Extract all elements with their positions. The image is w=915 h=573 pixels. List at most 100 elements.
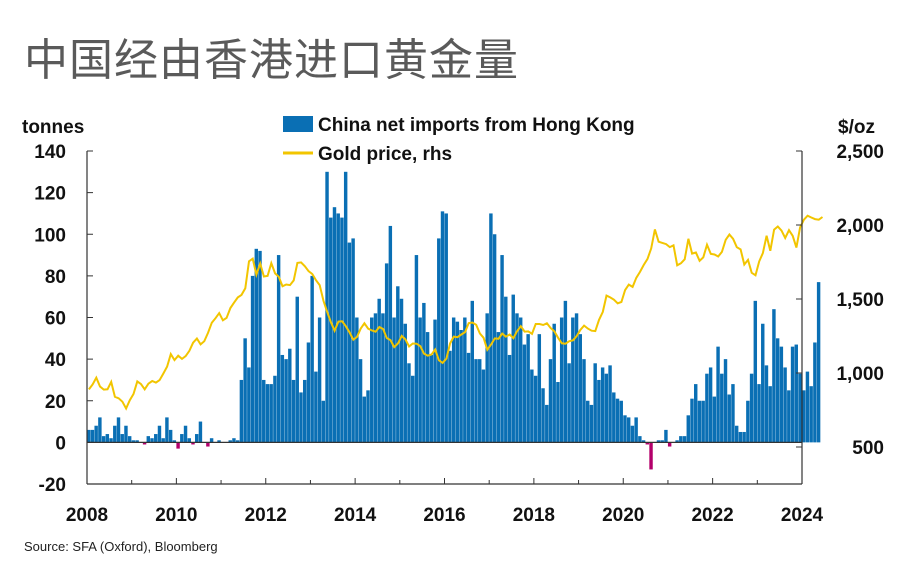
bar [772, 309, 776, 443]
bar [600, 367, 605, 443]
bar [753, 300, 758, 443]
bar [321, 400, 326, 443]
bar [451, 317, 456, 443]
bar [645, 442, 650, 445]
bar [250, 275, 255, 443]
bar [764, 365, 769, 443]
bar [794, 344, 798, 443]
left-tick-label: -20 [39, 475, 66, 496]
bar [738, 431, 743, 443]
bar [697, 400, 702, 443]
bar [131, 440, 136, 443]
x-tick-label: 2024 [781, 505, 824, 526]
bar [667, 442, 672, 447]
bar [437, 238, 441, 443]
bar [87, 429, 91, 443]
bar [98, 417, 102, 443]
bar [276, 255, 281, 443]
bar [515, 313, 519, 443]
bar [720, 373, 724, 443]
bar [675, 440, 679, 443]
bar [288, 348, 292, 443]
bar [228, 440, 232, 443]
bar [448, 350, 452, 443]
left-axis-unit: tonnes [22, 117, 84, 138]
bar [597, 379, 601, 443]
bar [269, 384, 273, 443]
bar [146, 436, 151, 443]
x-tick-label: 2012 [245, 505, 287, 526]
bar [474, 359, 478, 443]
bar [708, 367, 713, 443]
bar [232, 438, 236, 443]
bar [775, 338, 780, 443]
bar [150, 438, 154, 443]
right-tick-label: 2,000 [836, 216, 884, 237]
bar [626, 417, 631, 443]
bar [336, 213, 340, 443]
bar [545, 404, 549, 443]
bar [209, 438, 214, 443]
bar [280, 354, 285, 443]
bar [507, 354, 512, 443]
bar [373, 313, 378, 443]
right-tick-label: 1,500 [836, 290, 884, 311]
bar [489, 213, 493, 443]
bar [377, 298, 381, 443]
bar [660, 440, 664, 443]
bar [459, 329, 463, 443]
bar [649, 442, 653, 470]
bar [194, 434, 199, 443]
bar [399, 298, 404, 443]
legend-swatch-imports [283, 116, 313, 132]
bar [481, 369, 486, 443]
bar [757, 384, 761, 443]
left-tick-label: 40 [45, 350, 66, 371]
bar [109, 438, 113, 443]
bar [101, 436, 106, 443]
bar [559, 317, 564, 443]
bar [90, 429, 95, 443]
bar [533, 375, 538, 443]
bar [682, 436, 687, 443]
bar [470, 300, 474, 443]
bar [381, 313, 385, 443]
bar [522, 344, 527, 443]
bar [176, 442, 180, 449]
right-tick-label: 500 [852, 438, 884, 459]
tick-labels: -20 0 20 40 60 80 100 120 140 500 1,000 1,500 2,000 2… [34, 142, 884, 526]
bar [511, 294, 515, 443]
bar [615, 398, 620, 443]
bar [355, 317, 359, 443]
bar [410, 375, 415, 443]
bar [262, 379, 266, 443]
bar [634, 417, 638, 443]
bar [217, 440, 221, 443]
bar [798, 373, 802, 443]
left-tick-label: 20 [45, 392, 66, 413]
right-tick-label: 2,500 [836, 142, 884, 163]
bar [552, 323, 556, 443]
bar [180, 434, 184, 443]
x-tick-label: 2014 [334, 505, 377, 526]
bar [120, 434, 124, 443]
bar [701, 400, 705, 443]
bar [94, 425, 98, 443]
bar [433, 319, 437, 443]
bar [172, 440, 177, 443]
bar [734, 425, 739, 443]
bar [332, 207, 337, 443]
bar [407, 363, 411, 443]
bar [619, 400, 623, 443]
bar [403, 323, 407, 443]
bar [314, 371, 318, 443]
bar [790, 346, 795, 443]
bar [440, 211, 445, 443]
bar [235, 440, 240, 443]
bar [105, 434, 110, 443]
bar [548, 359, 553, 443]
bar [641, 440, 646, 443]
bar [396, 286, 400, 443]
bar [712, 396, 717, 443]
